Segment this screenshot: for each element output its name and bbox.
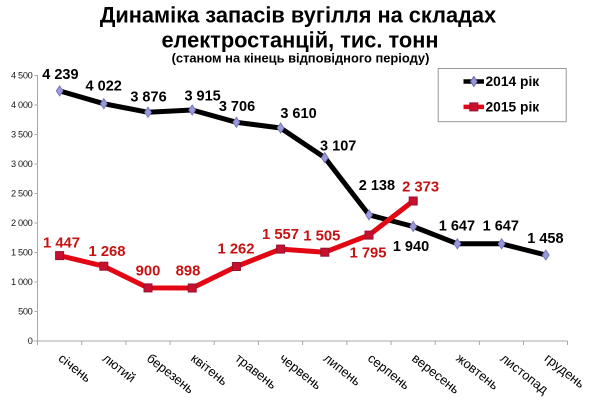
svg-text:0: 0 bbox=[28, 336, 33, 346]
svg-text:1 000: 1 000 bbox=[11, 277, 33, 287]
svg-text:1 458: 1 458 bbox=[527, 231, 563, 247]
svg-text:листопад: листопад bbox=[498, 350, 552, 397]
svg-text:травень: травень bbox=[232, 350, 280, 392]
svg-text:1 795: 1 795 bbox=[349, 245, 386, 261]
svg-text:Динаміка запасів вугілля на ск: Динаміка запасів вугілля на складах bbox=[100, 3, 496, 28]
svg-text:1 262: 1 262 bbox=[217, 242, 254, 258]
svg-text:2 500: 2 500 bbox=[11, 189, 33, 199]
svg-text:4 000: 4 000 bbox=[11, 100, 33, 110]
svg-text:3 610: 3 610 bbox=[280, 106, 316, 122]
svg-text:січень: січень bbox=[56, 350, 95, 385]
svg-text:1 505: 1 505 bbox=[303, 229, 340, 245]
svg-text:1 940: 1 940 bbox=[393, 239, 429, 255]
svg-text:1 447: 1 447 bbox=[43, 236, 80, 252]
svg-text:3 107: 3 107 bbox=[320, 138, 356, 154]
svg-text:500: 500 bbox=[18, 307, 33, 317]
svg-text:вересень: вересень bbox=[409, 350, 463, 397]
svg-text:900: 900 bbox=[136, 264, 161, 280]
svg-text:1 647: 1 647 bbox=[439, 219, 475, 235]
svg-text:серпень: серпень bbox=[365, 350, 413, 392]
svg-text:електростанцій, тис. тонн: електростанцій, тис. тонн bbox=[161, 28, 438, 53]
svg-text:3 876: 3 876 bbox=[130, 90, 166, 106]
svg-text:1 647: 1 647 bbox=[483, 219, 519, 235]
svg-text:3 000: 3 000 bbox=[11, 159, 33, 169]
svg-text:4 022: 4 022 bbox=[86, 78, 122, 94]
svg-text:4 500: 4 500 bbox=[11, 71, 33, 81]
svg-text:3 915: 3 915 bbox=[184, 88, 220, 104]
svg-text:4 239: 4 239 bbox=[42, 67, 78, 83]
svg-text:2 373: 2 373 bbox=[402, 179, 439, 195]
svg-text:1 268: 1 268 bbox=[88, 244, 125, 260]
svg-text:3 706: 3 706 bbox=[219, 99, 255, 115]
svg-text:898: 898 bbox=[176, 264, 201, 280]
svg-text:(станом на кінець відповідного: (станом на кінець відповідного періоду) bbox=[172, 50, 430, 65]
svg-text:2 000: 2 000 bbox=[11, 218, 33, 228]
svg-text:2015 рік: 2015 рік bbox=[486, 99, 540, 114]
svg-text:2014 рік: 2014 рік bbox=[486, 74, 540, 89]
svg-text:1 557: 1 557 bbox=[262, 227, 299, 243]
svg-text:лютий: лютий bbox=[100, 350, 139, 385]
svg-text:липень: липень bbox=[321, 350, 364, 388]
svg-text:1 500: 1 500 bbox=[11, 248, 33, 258]
svg-text:березень: березень bbox=[144, 350, 197, 396]
svg-text:2 138: 2 138 bbox=[359, 178, 395, 194]
svg-text:3 500: 3 500 bbox=[11, 130, 33, 140]
svg-text:червень: червень bbox=[277, 350, 325, 392]
